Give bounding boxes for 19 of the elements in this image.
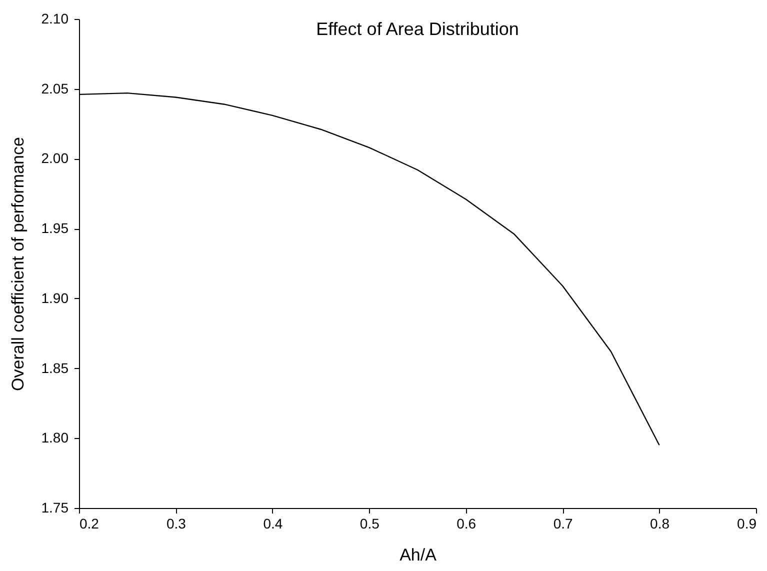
y-tick-label: 2.10 <box>41 10 69 26</box>
x-tick-label: 0.4 <box>263 516 283 532</box>
x-tick-label: 0.5 <box>360 516 380 532</box>
x-tick-label: 0.6 <box>456 516 476 532</box>
y-tick-label: 2.05 <box>41 80 69 96</box>
y-tick-label: 1.80 <box>41 430 69 446</box>
x-axis-title: Ah/A <box>400 546 438 564</box>
y-tick-label: 1.75 <box>41 500 69 516</box>
y-tick-label: 1.95 <box>41 220 69 236</box>
chart-title: Effect of Area Distribution <box>316 19 519 39</box>
y-tick-label: 2.00 <box>41 150 69 166</box>
x-tick-label: 0.9 <box>737 516 757 532</box>
x-tick-label: 0.8 <box>650 516 670 532</box>
x-tick-label: 0.7 <box>553 516 574 532</box>
x-tick-label: 0.3 <box>166 516 186 532</box>
y-tick-label: 1.90 <box>41 290 69 306</box>
x-tick-label: 0.2 <box>80 516 100 532</box>
y-axis-title: Overall coefficient of performance <box>8 137 28 391</box>
y-tick-label: 1.85 <box>41 360 69 376</box>
